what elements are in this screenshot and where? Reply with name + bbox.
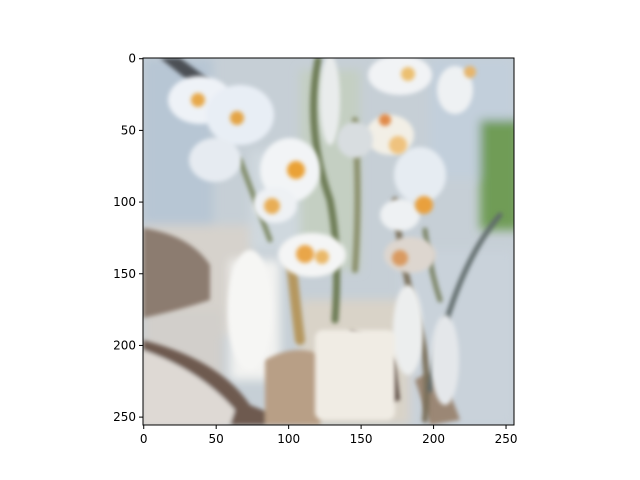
- x-tick-label: 100: [277, 432, 300, 446]
- y-tick-label: 100: [113, 195, 136, 209]
- y-tick-label: 200: [113, 338, 136, 352]
- x-tick-label: 50: [209, 432, 224, 446]
- y-tick-label: 50: [121, 123, 136, 137]
- y-tick-label: 150: [113, 267, 136, 281]
- image-plot: [143, 58, 514, 425]
- y-tick-label: 0: [128, 52, 136, 66]
- x-tick-label: 200: [422, 432, 445, 446]
- axes-frame: [142, 57, 515, 426]
- x-tick-label: 250: [495, 432, 518, 446]
- x-tick-label: 0: [140, 432, 148, 446]
- y-axis: 0 50 100 150 200 250: [113, 52, 143, 424]
- y-tick-label: 250: [113, 410, 136, 424]
- image-pale-shapes: [228, 58, 459, 420]
- x-tick-label: 150: [350, 432, 373, 446]
- x-axis: 0 50 100 150 200 250: [140, 425, 518, 446]
- image-flowers: [168, 58, 476, 277]
